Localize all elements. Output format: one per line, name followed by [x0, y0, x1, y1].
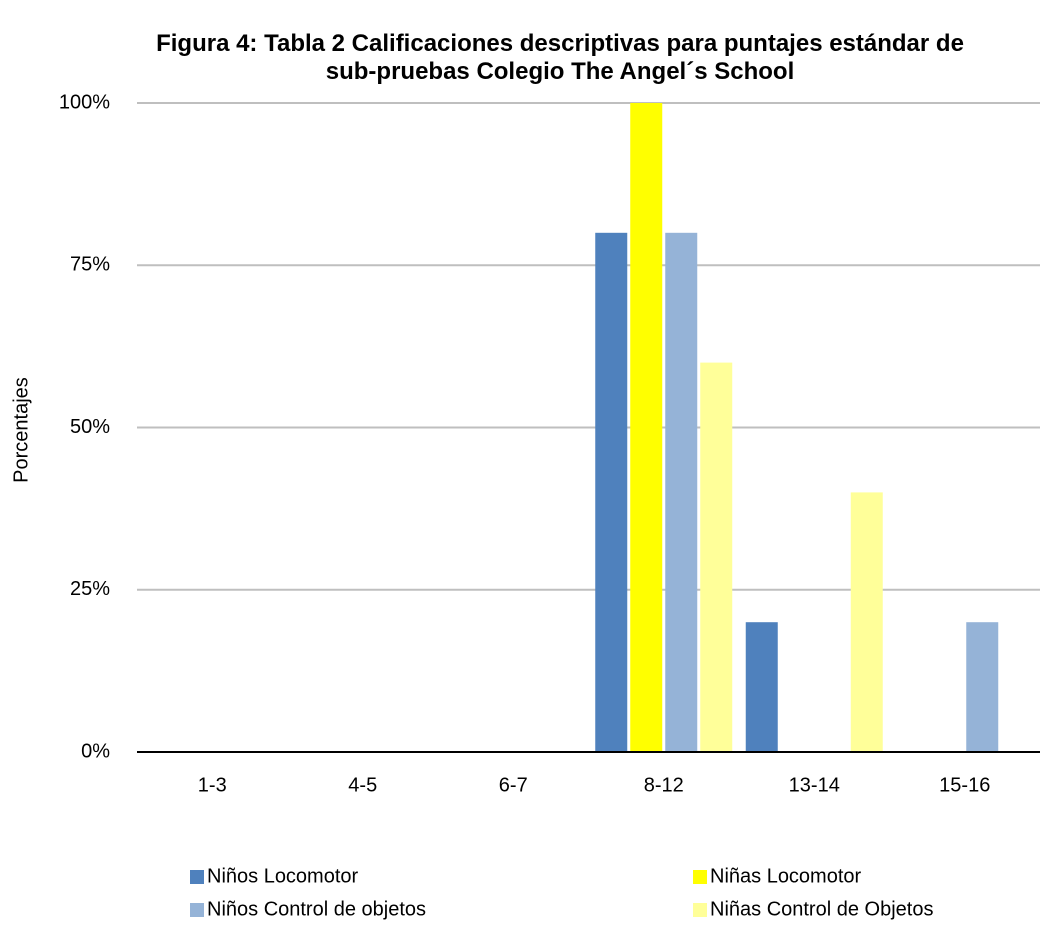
x-tick-label: 13-14 — [789, 774, 840, 796]
legend-label: Niños Locomotor — [207, 865, 359, 887]
legend-swatch — [190, 870, 204, 884]
y-axis-label: Porcentajes — [10, 377, 32, 483]
x-tick-label: 1-3 — [198, 774, 227, 796]
legend-label: Niñas Locomotor — [710, 865, 862, 887]
legend-swatch — [693, 903, 707, 917]
bar — [700, 362, 733, 752]
y-tick-label: 100% — [59, 91, 110, 113]
bar — [745, 622, 778, 752]
bar — [665, 232, 698, 753]
y-tick-label: 25% — [70, 578, 110, 600]
y-tick-label: 50% — [70, 416, 110, 438]
y-tick-label: 0% — [81, 740, 110, 762]
chart-title: Figura 4: Tabla 2 Calificaciones descrip… — [156, 30, 964, 85]
x-tick-label: 15-16 — [939, 774, 990, 796]
legend-label: Niños Control de objetos — [207, 898, 426, 920]
y-tick-label: 75% — [70, 254, 110, 276]
x-tick-label: 4-5 — [348, 774, 377, 796]
legend-swatch — [190, 903, 204, 917]
legend-label: Niñas Control de Objetos — [710, 898, 933, 920]
bar — [630, 103, 663, 752]
x-tick-label: 8-12 — [644, 774, 684, 796]
bar — [966, 622, 999, 752]
x-tick-label: 6-7 — [499, 774, 528, 796]
legend-swatch — [693, 870, 707, 884]
bar — [595, 232, 628, 753]
bar — [850, 492, 883, 752]
